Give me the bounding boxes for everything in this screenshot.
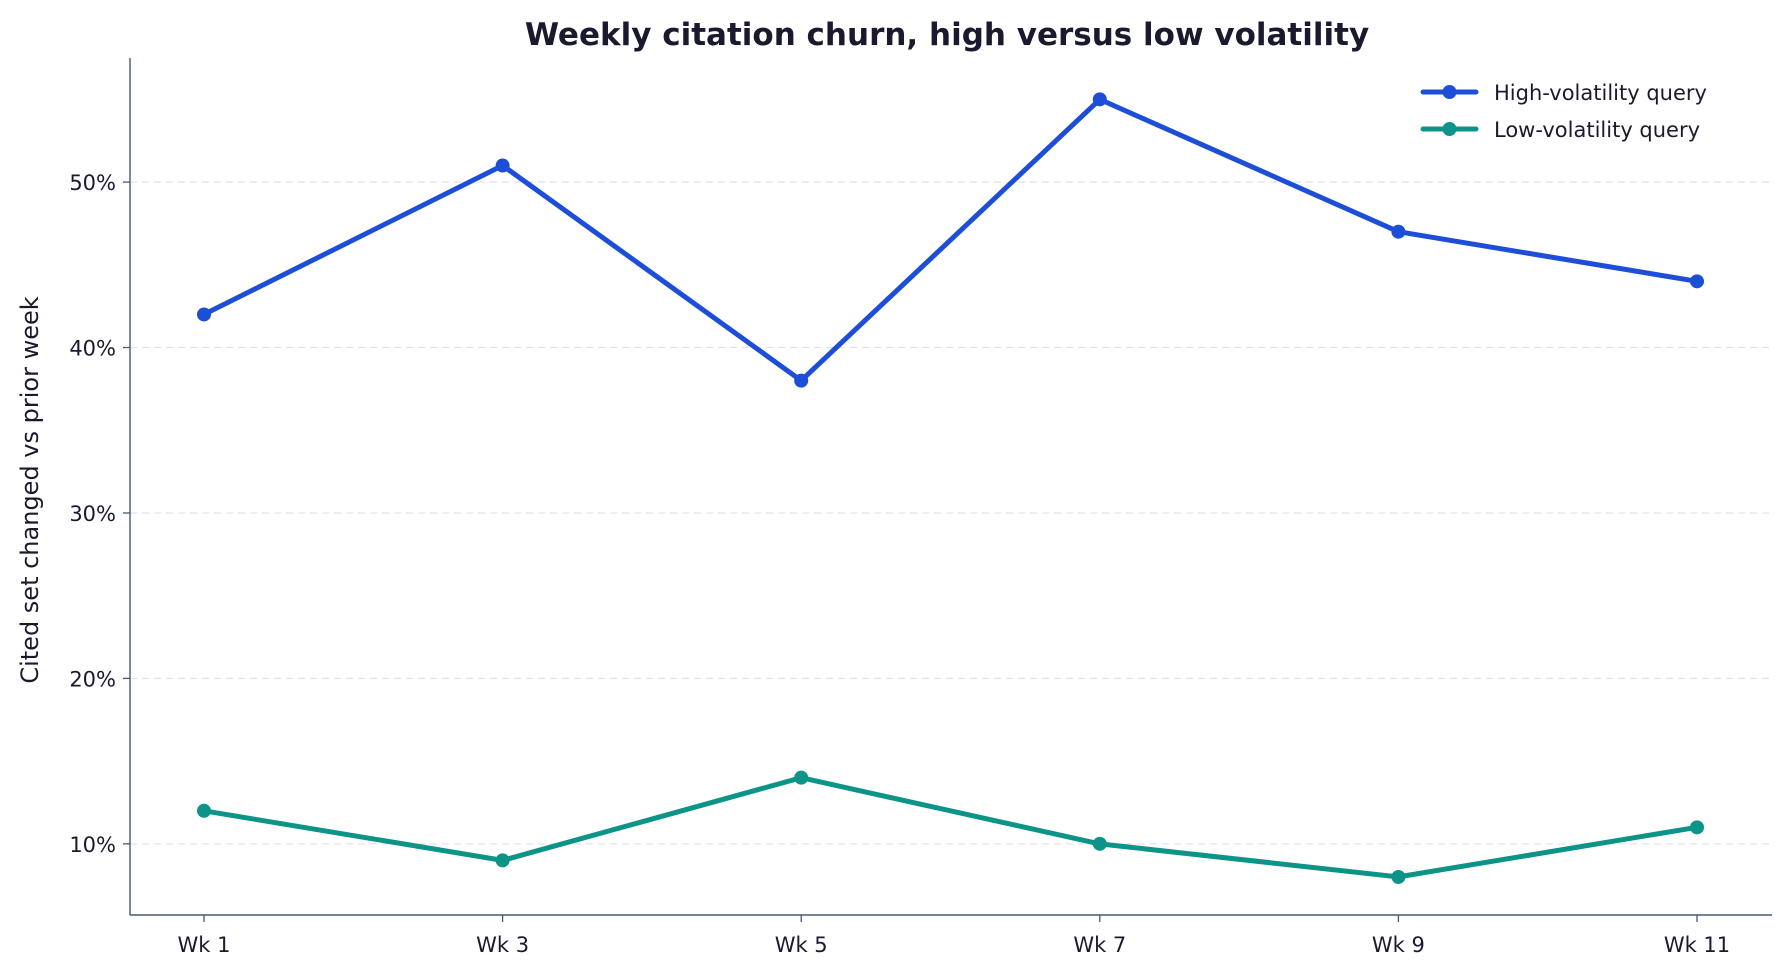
data-point-high-volatility-query <box>1690 274 1704 289</box>
legend-label: Low-volatility query <box>1494 118 1700 142</box>
y-axis-label: Cited set changed vs prior week <box>16 296 44 683</box>
y-tick-label: 10% <box>69 833 116 857</box>
data-point-low-volatility-query <box>1690 820 1704 835</box>
x-tick-label: Wk 9 <box>1372 933 1425 957</box>
data-point-low-volatility-query <box>495 853 510 868</box>
y-tick-label: 40% <box>69 337 116 361</box>
series-line-low-volatility-query <box>201 775 1700 880</box>
y-tick-label: 50% <box>69 171 116 195</box>
x-tick-label: Wk 11 <box>1664 933 1730 957</box>
x-tick-label: Wk 3 <box>476 933 529 957</box>
legend-swatch-marker <box>1442 122 1457 136</box>
series-layer <box>197 92 1704 884</box>
x-ticks: Wk 1 Wk 3 Wk 5 Wk 7 Wk 9 Wk 11 <box>178 915 1730 957</box>
series-line-high-volatility-query <box>201 96 1700 384</box>
x-tick-label: Wk 5 <box>775 933 828 957</box>
y-ticks: 10% 20% 30% 40% 50% <box>69 171 130 857</box>
data-point-high-volatility-query <box>197 307 211 322</box>
data-point-high-volatility-query <box>1391 224 1406 239</box>
data-point-low-volatility-query <box>1092 836 1107 851</box>
data-point-high-volatility-query <box>1092 92 1107 107</box>
data-point-low-volatility-query <box>197 803 211 818</box>
legend-label: High-volatility query <box>1494 81 1707 105</box>
data-point-high-volatility-query <box>495 158 510 173</box>
data-point-high-volatility-query <box>794 373 809 388</box>
data-point-low-volatility-query <box>1391 869 1406 884</box>
y-tick-label: 30% <box>69 502 116 526</box>
x-tick-label: Wk 7 <box>1073 933 1126 957</box>
gridlines <box>130 181 1772 845</box>
legend: High-volatility query Low-volatility quer… <box>1420 81 1707 142</box>
chart-title: Weekly citation churn, high versus low v… <box>525 17 1369 53</box>
x-tick-label: Wk 1 <box>178 933 231 957</box>
data-point-low-volatility-query <box>794 770 809 785</box>
y-tick-label: 20% <box>69 667 116 691</box>
legend-swatch-marker <box>1442 85 1457 99</box>
